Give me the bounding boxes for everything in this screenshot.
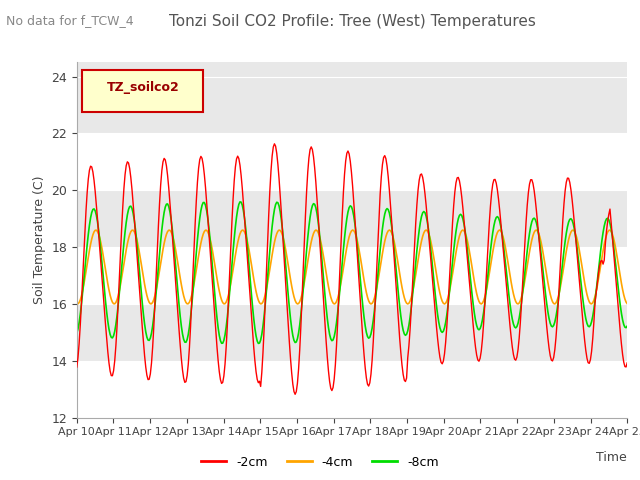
Text: TZ_soilco2: TZ_soilco2 [106,81,179,94]
Bar [77,247,627,304]
Text: No data for f_TCW_4: No data for f_TCW_4 [6,14,134,27]
Y-axis label: Soil Temperature (C): Soil Temperature (C) [33,176,45,304]
Bar [77,361,627,418]
Bar [77,133,627,190]
FancyBboxPatch shape [83,70,204,112]
Text: Time: Time [596,451,627,464]
Text: Tonzi Soil CO2 Profile: Tree (West) Temperatures: Tonzi Soil CO2 Profile: Tree (West) Temp… [168,14,536,29]
Legend: -2cm, -4cm, -8cm: -2cm, -4cm, -8cm [196,451,444,474]
